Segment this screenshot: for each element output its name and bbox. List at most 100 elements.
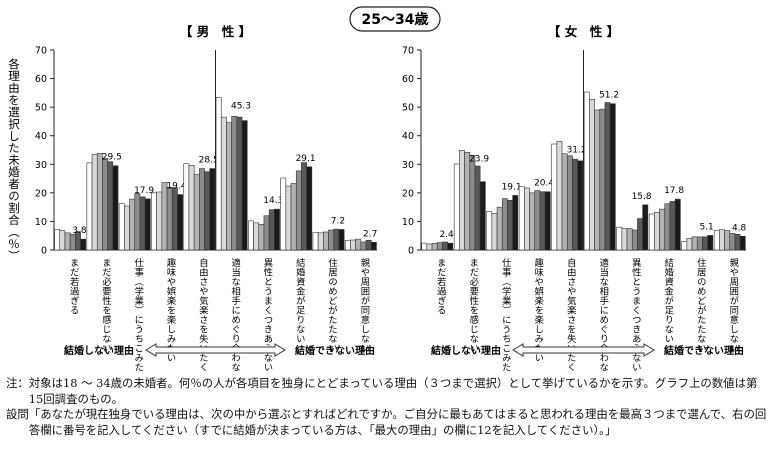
bar bbox=[534, 190, 541, 251]
bar bbox=[64, 232, 71, 251]
y-tick-label: 0 bbox=[408, 246, 414, 257]
category-label: 親や周囲が同意しない bbox=[358, 257, 370, 353]
bar bbox=[474, 165, 481, 251]
bar bbox=[290, 183, 297, 251]
bar bbox=[177, 194, 183, 251]
panel-female: 【 女 性 】 0 10 20 30 40 50 60 70 2.4 まだ若過ぎる 23.9 まだ必要性… bbox=[402, 24, 747, 372]
bar bbox=[365, 239, 372, 251]
note-row: 注： 対象は18 ～ 34歳の未婚者。何％の人が各項目を独身にとどまっている理由… bbox=[6, 376, 770, 407]
bar bbox=[209, 168, 216, 251]
category-label: 親や周囲が同意しない bbox=[727, 257, 739, 353]
bar bbox=[599, 108, 606, 251]
category-label: 仕事（学業）にうちこみたい bbox=[132, 257, 144, 372]
bar bbox=[616, 226, 623, 251]
y-tick-label: 60 bbox=[35, 74, 47, 85]
note-text: 対象は18 ～ 34歳の未婚者。何％の人が各項目を独身にとどまっている理由（３つ… bbox=[28, 376, 758, 406]
y-tick-label: 30 bbox=[35, 160, 47, 171]
category-label: 趣味や娯楽を楽しみたい bbox=[532, 257, 544, 362]
bar bbox=[333, 228, 340, 251]
bar bbox=[507, 199, 513, 251]
bar bbox=[183, 163, 190, 251]
category-label: 結婚資金が足りない bbox=[662, 257, 674, 343]
bar bbox=[486, 211, 493, 251]
double-arrow bbox=[512, 343, 655, 357]
category-label: 異性とうまくつきあえない bbox=[630, 258, 642, 372]
bar bbox=[707, 235, 714, 251]
data-label: 17.8 bbox=[664, 186, 684, 196]
data-label: 29.1 bbox=[296, 154, 316, 164]
bar bbox=[654, 211, 660, 251]
bar bbox=[669, 201, 676, 251]
bar bbox=[719, 229, 725, 251]
bar bbox=[139, 196, 146, 251]
data-label: 2.4 bbox=[439, 230, 454, 240]
bar bbox=[659, 208, 666, 251]
bar bbox=[436, 242, 443, 251]
bar bbox=[69, 233, 76, 251]
bar bbox=[370, 241, 377, 251]
bar bbox=[328, 229, 335, 251]
bar bbox=[344, 239, 351, 251]
bar bbox=[702, 236, 708, 251]
bar bbox=[285, 185, 292, 251]
bar bbox=[626, 228, 633, 251]
y-tick-label: 20 bbox=[402, 188, 414, 199]
bar bbox=[442, 241, 448, 251]
bar bbox=[696, 236, 703, 251]
data-label: 45.3 bbox=[231, 102, 251, 112]
bar bbox=[594, 109, 601, 251]
data-label: 15.8 bbox=[632, 192, 652, 202]
bar bbox=[317, 232, 324, 251]
category-label: 適当な相手にめぐり会わない bbox=[229, 257, 241, 372]
reason-label-right: 結婚できない理由 bbox=[295, 344, 375, 357]
category-label: まだ必要性を感じない bbox=[100, 258, 112, 353]
bar bbox=[691, 236, 698, 251]
category-label: まだ若過ぎる bbox=[68, 258, 80, 315]
bar bbox=[621, 228, 628, 251]
bar bbox=[469, 155, 476, 251]
y-tick-label: 30 bbox=[402, 160, 414, 171]
bar bbox=[193, 174, 200, 251]
bar bbox=[226, 122, 232, 251]
bar bbox=[664, 203, 671, 251]
bar bbox=[355, 238, 362, 251]
reason-label-right: 結婚できない理由 bbox=[664, 344, 744, 357]
bar bbox=[583, 91, 590, 251]
y-tick-label: 10 bbox=[402, 217, 414, 228]
bar bbox=[426, 243, 433, 251]
bar bbox=[681, 241, 688, 251]
category-label: まだ必要性を感じない bbox=[467, 258, 479, 353]
category-label: 自由さや気楽さを失いたくない bbox=[197, 257, 209, 372]
bar bbox=[447, 242, 454, 251]
bar bbox=[107, 161, 114, 251]
category-label: 趣味や娯楽を楽しみたい bbox=[165, 257, 177, 362]
bar bbox=[501, 198, 508, 251]
bar bbox=[572, 158, 578, 251]
data-label: 23.9 bbox=[469, 154, 489, 164]
bar bbox=[188, 165, 195, 251]
data-label: 7.2 bbox=[331, 216, 345, 226]
category-label: 仕事（学業）にうちこみたい bbox=[500, 257, 512, 372]
bar bbox=[648, 213, 655, 251]
bar bbox=[524, 187, 530, 251]
y-axis-title-text: 各理由を選択した未婚者の割合（％） bbox=[7, 57, 21, 262]
bar bbox=[724, 230, 731, 251]
bar bbox=[459, 149, 465, 251]
bar bbox=[496, 206, 503, 251]
y-axis-title: 各理由を選択した未婚者の割合（％） bbox=[7, 57, 21, 262]
data-label: 4.8 bbox=[732, 223, 747, 233]
bar bbox=[253, 222, 260, 251]
bar bbox=[258, 223, 265, 251]
bar bbox=[338, 229, 345, 251]
bar bbox=[589, 99, 595, 251]
panel-male: 【 男 性 】 0 10 20 30 40 50 60 70 3.8 まだ若過ぎる 29.5 まだ必要性… bbox=[35, 24, 377, 372]
data-label: 14.3 bbox=[263, 196, 283, 206]
bar bbox=[96, 153, 103, 251]
data-label: 19.1 bbox=[502, 182, 522, 192]
question-label: 設問 bbox=[6, 407, 29, 421]
bar bbox=[556, 141, 563, 251]
bar bbox=[518, 186, 525, 251]
title: 25～34歳 bbox=[362, 11, 429, 28]
bar bbox=[54, 229, 61, 251]
bar bbox=[274, 208, 280, 251]
